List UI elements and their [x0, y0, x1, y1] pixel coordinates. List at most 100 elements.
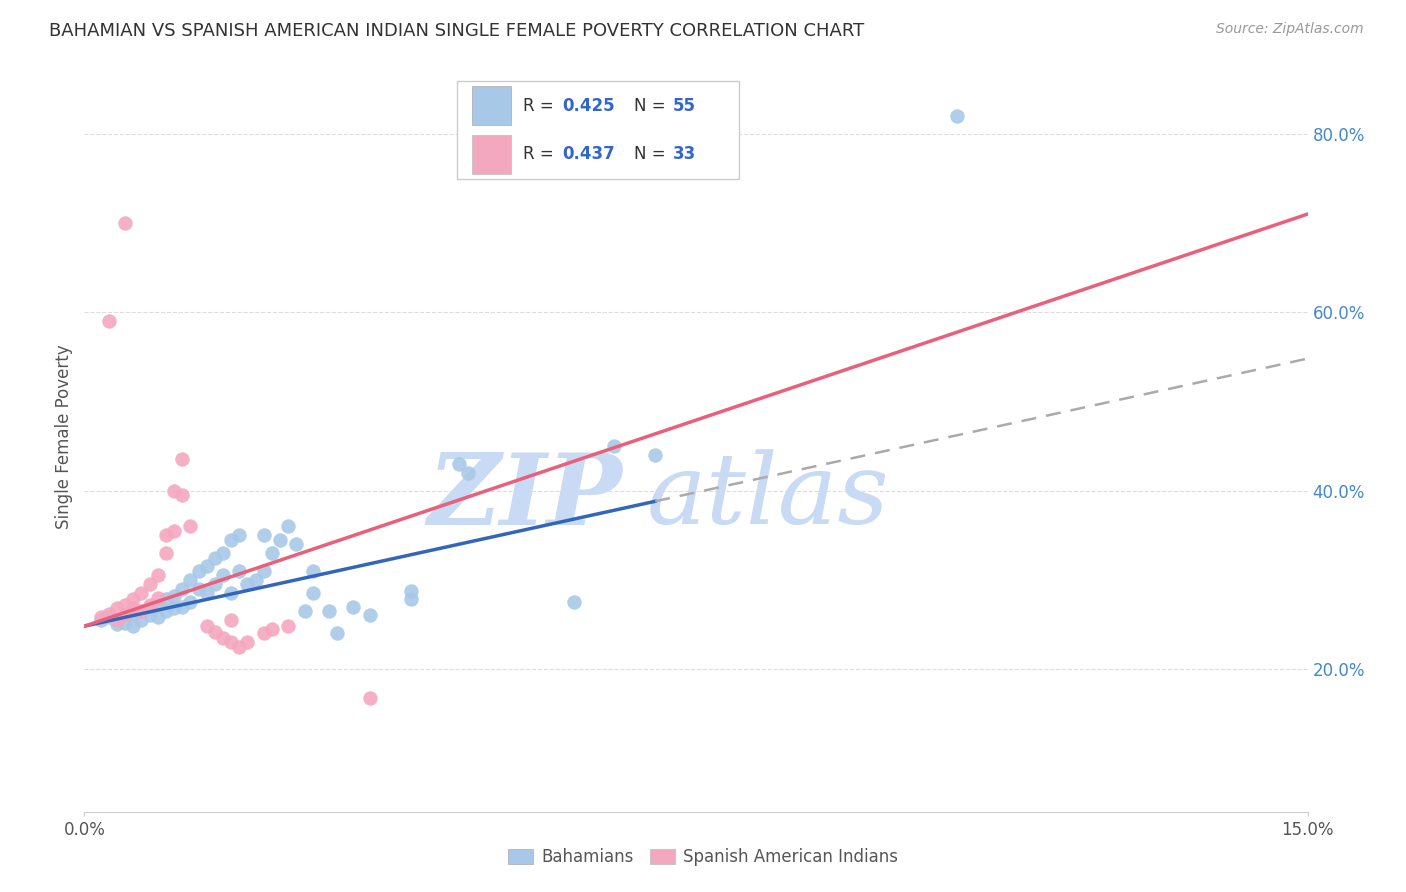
Point [163, 601, 186, 615]
Text: Source: ZipAtlas.com: Source: ZipAtlas.com [1216, 22, 1364, 37]
Text: ZIP: ZIP [427, 449, 623, 545]
Point [155, 528, 177, 542]
Point [179, 519, 201, 533]
Point [212, 568, 235, 582]
Point [219, 586, 242, 600]
FancyBboxPatch shape [472, 135, 512, 174]
Text: atlas: atlas [647, 450, 890, 545]
Point [359, 608, 381, 623]
Text: 33: 33 [672, 145, 696, 163]
Point [318, 604, 340, 618]
Point [204, 577, 226, 591]
Point [146, 598, 169, 612]
Point [179, 595, 201, 609]
Point [105, 617, 128, 632]
Point [172, 599, 194, 614]
Point [187, 564, 209, 578]
Text: 55: 55 [672, 96, 696, 114]
Point [399, 583, 422, 598]
Text: 0.437: 0.437 [562, 145, 616, 163]
Point [219, 533, 242, 547]
Point [122, 601, 145, 615]
Y-axis label: Single Female Poverty: Single Female Poverty [55, 345, 73, 529]
Point [146, 591, 169, 605]
Point [138, 598, 160, 612]
Point [253, 626, 276, 640]
Point [253, 564, 276, 578]
Point [946, 109, 969, 123]
Point [172, 582, 194, 596]
Point [294, 604, 316, 618]
Point [122, 592, 145, 607]
Point [138, 599, 160, 614]
Point [236, 635, 259, 649]
Point [399, 592, 422, 607]
Point [122, 619, 145, 633]
Point [97, 610, 120, 624]
Point [457, 466, 479, 480]
Point [301, 564, 323, 578]
Point [326, 626, 349, 640]
Point [187, 582, 209, 596]
Point [138, 577, 160, 591]
Point [90, 613, 112, 627]
Point [449, 457, 471, 471]
Point [195, 559, 218, 574]
Point [155, 592, 177, 607]
Point [97, 607, 120, 621]
Point [260, 622, 283, 636]
Text: R =: R = [523, 145, 560, 163]
Point [219, 613, 242, 627]
Point [562, 595, 585, 609]
Point [228, 640, 250, 654]
Point [277, 519, 299, 533]
Point [228, 528, 250, 542]
Point [90, 610, 112, 624]
FancyBboxPatch shape [457, 81, 738, 178]
Point [195, 619, 218, 633]
Point [97, 314, 120, 328]
Text: N =: N = [634, 145, 671, 163]
Text: R =: R = [523, 96, 560, 114]
Point [105, 613, 128, 627]
Point [131, 604, 153, 618]
Point [146, 610, 169, 624]
Point [163, 589, 186, 603]
Point [644, 448, 666, 462]
Point [114, 615, 136, 630]
Point [131, 604, 153, 618]
Point [155, 604, 177, 618]
Point [163, 524, 186, 538]
Point [114, 598, 136, 612]
Point [603, 439, 626, 453]
Point [122, 608, 145, 623]
Legend: Bahamians, Spanish American Indians: Bahamians, Spanish American Indians [499, 840, 907, 875]
Point [269, 533, 291, 547]
Point [131, 613, 153, 627]
Point [359, 690, 381, 705]
Point [228, 564, 250, 578]
Text: BAHAMIAN VS SPANISH AMERICAN INDIAN SINGLE FEMALE POVERTY CORRELATION CHART: BAHAMIAN VS SPANISH AMERICAN INDIAN SING… [49, 22, 865, 40]
Point [342, 599, 364, 614]
Point [146, 568, 169, 582]
Point [114, 608, 136, 623]
Point [277, 619, 299, 633]
Point [204, 550, 226, 565]
Point [236, 577, 259, 591]
Point [172, 452, 194, 467]
Point [138, 608, 160, 623]
Point [195, 586, 218, 600]
Point [204, 624, 226, 639]
Point [163, 483, 186, 498]
Point [131, 586, 153, 600]
Point [253, 528, 276, 542]
Point [114, 216, 136, 230]
Point [260, 546, 283, 560]
Point [212, 631, 235, 645]
Point [172, 488, 194, 502]
Point [105, 601, 128, 615]
Point [285, 537, 308, 551]
Point [301, 586, 323, 600]
FancyBboxPatch shape [472, 86, 512, 125]
Point [179, 573, 201, 587]
